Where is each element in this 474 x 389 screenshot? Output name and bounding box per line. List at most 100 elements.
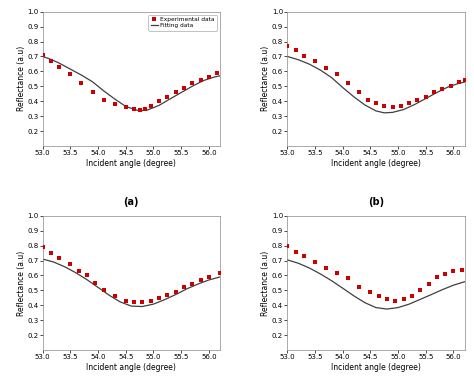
Experimental data: [155, 98, 163, 104]
Fitting data: [395, 305, 401, 310]
Fitting data: [145, 107, 151, 112]
Fitting data: [62, 265, 68, 269]
Fitting data: [162, 297, 167, 302]
Experimental data: [430, 89, 438, 95]
Fitting data: [329, 75, 335, 80]
Fitting data: [401, 107, 406, 112]
Experimental data: [205, 74, 213, 81]
Fitting data: [137, 109, 143, 113]
Fitting data: [40, 54, 46, 59]
Experimental data: [400, 296, 407, 303]
Experimental data: [147, 103, 155, 109]
Experimental data: [55, 254, 63, 261]
Experimental data: [66, 71, 74, 77]
Fitting data: [173, 292, 178, 297]
Experimental data: [111, 101, 118, 107]
Fitting data: [412, 102, 418, 107]
X-axis label: Incident angle (degree): Incident angle (degree): [86, 363, 176, 372]
Fitting data: [462, 80, 467, 84]
Fitting data: [351, 95, 356, 99]
Experimental data: [383, 296, 391, 303]
Experimental data: [83, 272, 91, 279]
Fitting data: [406, 302, 412, 307]
Experimental data: [375, 293, 383, 300]
Fitting data: [134, 108, 140, 112]
Y-axis label: Reflectance (a.u): Reflectance (a.u): [17, 46, 26, 111]
Fitting data: [390, 110, 395, 115]
Experimental data: [283, 43, 291, 49]
Experimental data: [392, 298, 399, 304]
Experimental data: [433, 274, 441, 280]
X-axis label: Incident angle (degree): Incident angle (degree): [86, 159, 176, 168]
Experimental data: [39, 52, 46, 58]
Fitting data: [373, 109, 379, 113]
Experimental data: [283, 242, 291, 249]
Fitting data: [206, 278, 212, 282]
Fitting data: [178, 90, 184, 95]
Experimental data: [292, 249, 300, 255]
Experimental data: [122, 104, 129, 110]
Experimental data: [130, 105, 138, 112]
Experimental data: [333, 270, 341, 276]
Experimental data: [372, 100, 380, 106]
Experimental data: [180, 85, 188, 91]
Experimental data: [300, 253, 308, 259]
Fitting data: [106, 293, 112, 298]
Fitting data: [139, 304, 145, 309]
Experimental data: [180, 284, 188, 291]
Experimental data: [422, 94, 429, 100]
Experimental data: [408, 293, 416, 300]
Experimental data: [197, 77, 204, 83]
Fitting data: [48, 57, 54, 62]
Fitting data: [217, 275, 223, 279]
Y-axis label: Reflectance (a.u): Reflectance (a.u): [17, 251, 26, 315]
Experimental data: [75, 268, 82, 274]
Experimental data: [164, 94, 171, 100]
Y-axis label: Reflectance (a.u): Reflectance (a.u): [262, 251, 271, 315]
Experimental data: [66, 261, 74, 267]
Text: (b): (b): [368, 197, 384, 207]
Experimental data: [333, 71, 341, 77]
Experimental data: [366, 289, 374, 295]
Experimental data: [414, 96, 421, 103]
Experimental data: [345, 80, 352, 86]
Experimental data: [130, 299, 138, 305]
Fitting data: [67, 67, 73, 72]
Fitting data: [462, 279, 467, 284]
Fitting data: [51, 260, 56, 265]
Fitting data: [318, 68, 323, 72]
Experimental data: [311, 58, 319, 64]
Experimental data: [461, 77, 468, 83]
Fitting data: [340, 286, 346, 291]
Experimental data: [356, 284, 363, 291]
Experimental data: [345, 275, 352, 282]
Text: (a): (a): [124, 197, 139, 207]
Fitting data: [217, 74, 223, 78]
Fitting data: [101, 88, 107, 93]
Experimental data: [138, 299, 146, 305]
Experimental data: [155, 295, 163, 301]
Fitting data: [79, 73, 84, 77]
Experimental data: [458, 266, 465, 273]
Fitting data: [211, 75, 217, 79]
Fitting data: [382, 110, 387, 115]
Experimental data: [381, 103, 388, 109]
Experimental data: [47, 58, 55, 64]
Fitting data: [95, 285, 101, 290]
Fitting data: [84, 277, 90, 282]
Experimental data: [172, 289, 179, 295]
Fitting data: [445, 85, 451, 89]
Experimental data: [111, 293, 118, 300]
Fitting data: [362, 300, 368, 305]
Fitting data: [40, 257, 46, 261]
Experimental data: [356, 89, 363, 95]
Experimental data: [122, 298, 129, 304]
Fitting data: [351, 293, 356, 298]
Fitting data: [184, 287, 190, 291]
Experimental data: [136, 107, 144, 113]
Legend: Experimental data, Fitting data: Experimental data, Fitting data: [148, 14, 217, 31]
Experimental data: [91, 280, 99, 286]
Fitting data: [434, 90, 440, 95]
Experimental data: [417, 287, 424, 294]
Fitting data: [90, 79, 95, 84]
